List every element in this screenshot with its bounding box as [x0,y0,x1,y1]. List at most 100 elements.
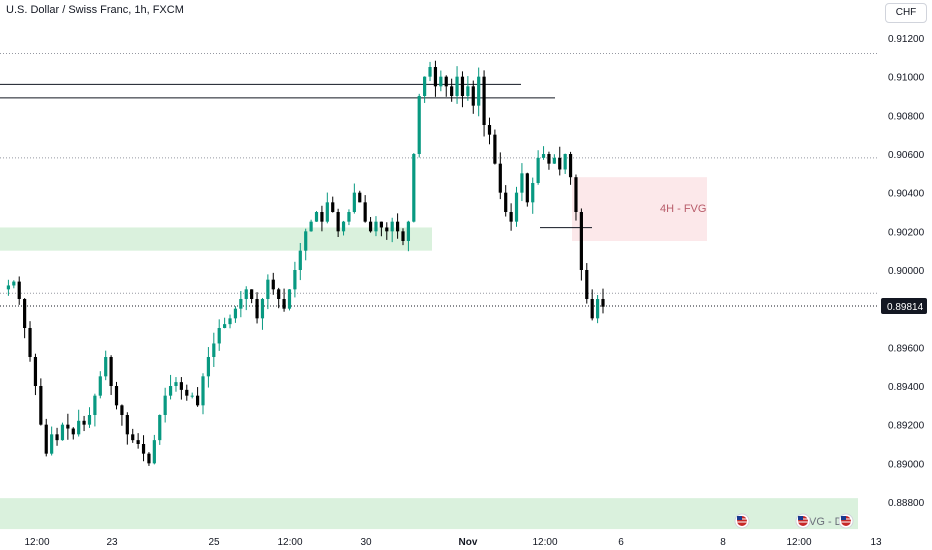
current-price-tag [881,297,927,314]
y-tick-label: 0.89200 [888,421,925,432]
chart-title: U.S. Dollar / Swiss Franc, 1h, FXCM [6,4,184,16]
candle-body [460,76,465,96]
y-tick-label: 0.89600 [888,343,925,354]
candle-body [552,157,556,164]
candle [244,286,248,311]
y-tick-label: 0.89400 [888,382,925,393]
candle [71,427,75,440]
candle-body [504,192,508,212]
candle [520,163,524,202]
candle [66,413,70,440]
candle [82,415,86,432]
candle-body [590,299,594,319]
x-tick-label: 23 [106,537,118,548]
candle-body [536,157,540,183]
candle [233,306,238,323]
candle-body [141,444,146,454]
candle-body [147,453,151,464]
x-tick-label: 6 [618,537,624,548]
candle-body [358,192,362,203]
candle [325,192,329,224]
candle-body [341,221,346,232]
candle [379,221,383,237]
event-icons-layer [734,513,854,529]
candle [6,279,11,296]
candle-body [104,357,108,377]
candle [401,228,405,246]
candle [309,219,313,232]
candle [104,350,108,381]
candle [390,217,394,243]
x-tick-label: 12:00 [24,537,49,548]
candle-body [260,299,265,319]
candle-body [347,212,351,222]
candle [120,404,124,426]
candle-body [206,357,211,377]
y-tick-label: 0.90400 [888,189,925,200]
candle-body [304,231,308,251]
candle-body [55,434,59,441]
candle-body [77,420,81,435]
candle [174,377,178,392]
candle [590,289,594,321]
candle-body [309,221,313,232]
candle-body [395,221,400,232]
candle [282,288,286,312]
candle-body [390,221,394,232]
candle-body [179,382,183,390]
candle [212,332,216,367]
candle [33,353,38,396]
candle-body [531,183,535,203]
candle-body [120,405,124,415]
candle [152,434,156,465]
candle-body [314,212,319,222]
currency-button[interactable]: CHF [885,3,927,23]
candle [363,195,367,223]
zone-4h-fvg [572,177,707,241]
x-tick-label: 25 [208,537,220,548]
candle [504,185,508,217]
candle-body [477,76,481,106]
candle [460,71,465,108]
candle-body [50,434,54,454]
candle [417,93,421,158]
candle-body [385,227,389,232]
candle [125,412,129,445]
candle-body [363,202,367,222]
candle [260,297,265,330]
candle [466,76,470,101]
y-tick-label: 0.90200 [888,227,925,238]
candle [601,288,605,314]
x-tick-label: 12:00 [532,537,557,548]
candle-body [466,86,470,96]
candle [298,243,302,281]
candle-body [98,376,102,396]
candle-body [493,134,497,164]
candle-body [201,376,205,406]
candle-body [233,308,238,319]
candle-body [244,289,248,299]
candle-body [423,76,427,96]
candle-body [282,299,286,309]
candle [60,422,65,441]
daily-zone-label: VG - D [809,516,843,528]
candle [314,211,319,222]
candle [163,387,167,423]
candle-body [471,86,475,106]
current-price-label: 0.89814 [887,302,924,313]
candle [39,378,43,426]
us-flag-event-icon [795,513,811,529]
candle [206,347,211,388]
candle [109,355,113,395]
us-flag-event-icon [734,513,750,529]
candle [320,205,324,232]
candle-body [174,382,178,386]
candle [336,208,340,237]
y-axis: 0.91200 0.91000 0.90800 0.90600 0.90400 0.902… [881,34,927,509]
x-tick-label: Nov [459,537,478,548]
candle-body [60,424,65,441]
x-axis: 12:00 23 25 12:00 30 Nov 12:00 6 8 12:00 13 [24,537,882,548]
candle-body [293,270,297,290]
candle [395,213,400,239]
